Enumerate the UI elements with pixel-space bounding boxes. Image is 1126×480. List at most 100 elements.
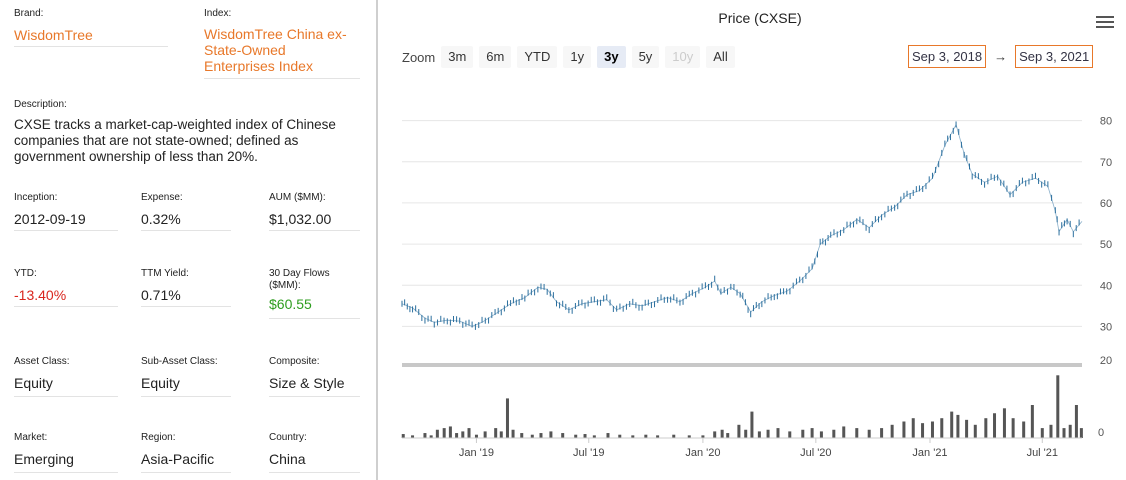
volume-bar (950, 411, 954, 438)
x-axis: Jan '19 Jul '19 Jan '20 Jul '20 Jan '21 Jul '… (459, 438, 1058, 459)
volume-bar (411, 435, 415, 438)
country-value: China (269, 451, 306, 467)
y-tick-label: 60 (1100, 198, 1112, 210)
volume-bar (644, 434, 648, 438)
brand-label: Brand: (14, 8, 44, 19)
volume-bar (618, 434, 622, 438)
description-label: Description: (14, 99, 67, 110)
zoom-3y-button[interactable]: 3y (597, 46, 626, 68)
x-tick-label: Jan '19 (459, 447, 494, 459)
x-tick-label: Jul '21 (1027, 447, 1058, 459)
market-label: Market: (14, 432, 48, 443)
y-tick-label: 70 (1100, 157, 1112, 169)
x-tick-label: Jul '20 (800, 447, 831, 459)
ytd-label: YTD: (14, 268, 37, 279)
volume-bar (631, 435, 635, 438)
volume-bar (766, 429, 770, 438)
volume-bar (1079, 428, 1083, 438)
volume-bar (801, 429, 805, 438)
zoom-1y-button[interactable]: 1y (563, 46, 592, 68)
zoom-5y-button[interactable]: 5y (631, 46, 660, 68)
navigator-bar (402, 363, 1082, 367)
composite-label: Composite: (269, 356, 320, 367)
range-from-input[interactable]: Sep 3, 2018 (908, 45, 987, 68)
date-range-selector: Sep 3, 2018 → Sep 3, 2021 (908, 45, 1094, 68)
brand-field: Brand: WisdomTree (14, 8, 168, 47)
volume-bar (1074, 405, 1078, 438)
region-value: Asia-Pacific (141, 451, 215, 467)
volume-bar (940, 418, 944, 438)
volume-bar (902, 421, 906, 438)
volume-bar (494, 428, 498, 438)
sub-asset-class-label: Sub-Asset Class: (141, 356, 218, 367)
volume-bar (867, 429, 871, 438)
volume-bar (819, 431, 823, 438)
ttm-yield-label: TTM Yield: (141, 268, 189, 279)
volume-bar (984, 418, 988, 438)
index-label: Index: (204, 8, 232, 19)
hamburger-menu-icon[interactable] (1096, 16, 1114, 30)
zoom-ytd-button[interactable]: YTD (517, 46, 558, 68)
volume-bar (842, 426, 846, 438)
volume-bar (930, 421, 934, 438)
expense-value: 0.32% (141, 211, 181, 227)
volume-bar (1030, 405, 1034, 438)
volume-bar (921, 423, 925, 438)
volume-bar (1040, 428, 1044, 438)
volume-bar (832, 429, 836, 438)
volume-bar (423, 433, 427, 438)
volume-series (401, 375, 1083, 439)
expense-label: Expense: (141, 192, 183, 203)
zoom-6m-button[interactable]: 6m (479, 46, 512, 68)
fund-info-panel: Brand: WisdomTree Index: WisdomTree Chin… (0, 0, 376, 480)
volume-bar (435, 429, 439, 438)
zoom-label: Zoom (402, 49, 436, 65)
volume-bar (606, 433, 610, 438)
ttm-yield-value: 0.71% (141, 287, 181, 303)
range-to-input[interactable]: Sep 3, 2021 (1015, 45, 1094, 68)
ttm-yield-field: TTM Yield: 0.71% (141, 268, 231, 307)
volume-bar (750, 411, 754, 438)
volume-bar (467, 428, 471, 438)
volume-y-tick-label: 0 (1098, 427, 1104, 439)
volume-bar (713, 431, 717, 438)
volume-bar (757, 431, 761, 438)
asset-class-label: Asset Class: (14, 356, 70, 367)
aum-value: $1,032.00 (269, 211, 332, 227)
volume-bar (956, 414, 960, 438)
inception-value: 2012-09-19 (14, 211, 86, 227)
zoom-all-button[interactable]: All (706, 46, 735, 68)
volume-bar (890, 424, 894, 438)
volume-bar (1062, 428, 1066, 438)
sub-asset-class-field: Sub-Asset Class: Equity (141, 356, 231, 397)
volume-bar (1002, 408, 1006, 438)
volume-bar (737, 424, 741, 438)
volume-bar (1056, 375, 1060, 438)
zoom-3m-button[interactable]: 3m (441, 46, 474, 68)
country-label: Country: (269, 432, 307, 443)
range-arrow-icon: → (994, 49, 1008, 64)
volume-bar (455, 433, 459, 438)
volume-bar (592, 435, 596, 438)
description-field: Description: CXSE tracks a market-cap-we… (14, 99, 354, 165)
price-line (401, 123, 1083, 327)
volume-bar (483, 431, 487, 438)
x-tick-label: Jan '21 (912, 447, 947, 459)
inception-field: Inception: 2012-09-19 (14, 192, 118, 231)
volume-bar (583, 434, 587, 438)
volume-bar (656, 435, 660, 438)
volume-bar (442, 428, 446, 438)
ytd-value: -13.40% (14, 287, 67, 303)
navigator-handle (402, 363, 1082, 367)
volume-bar (788, 431, 792, 438)
y-tick-label: 80 (1100, 116, 1112, 128)
volume-bar (1011, 418, 1015, 438)
volume-bar (499, 431, 503, 438)
volume-bar (474, 434, 478, 438)
region-label: Region: (141, 432, 176, 443)
volume-bar (448, 426, 452, 438)
volume-bar (911, 418, 915, 438)
volume-bar (701, 435, 705, 438)
volume-bar (993, 413, 997, 438)
zoom-10y-button[interactable]: 10y (665, 46, 701, 68)
